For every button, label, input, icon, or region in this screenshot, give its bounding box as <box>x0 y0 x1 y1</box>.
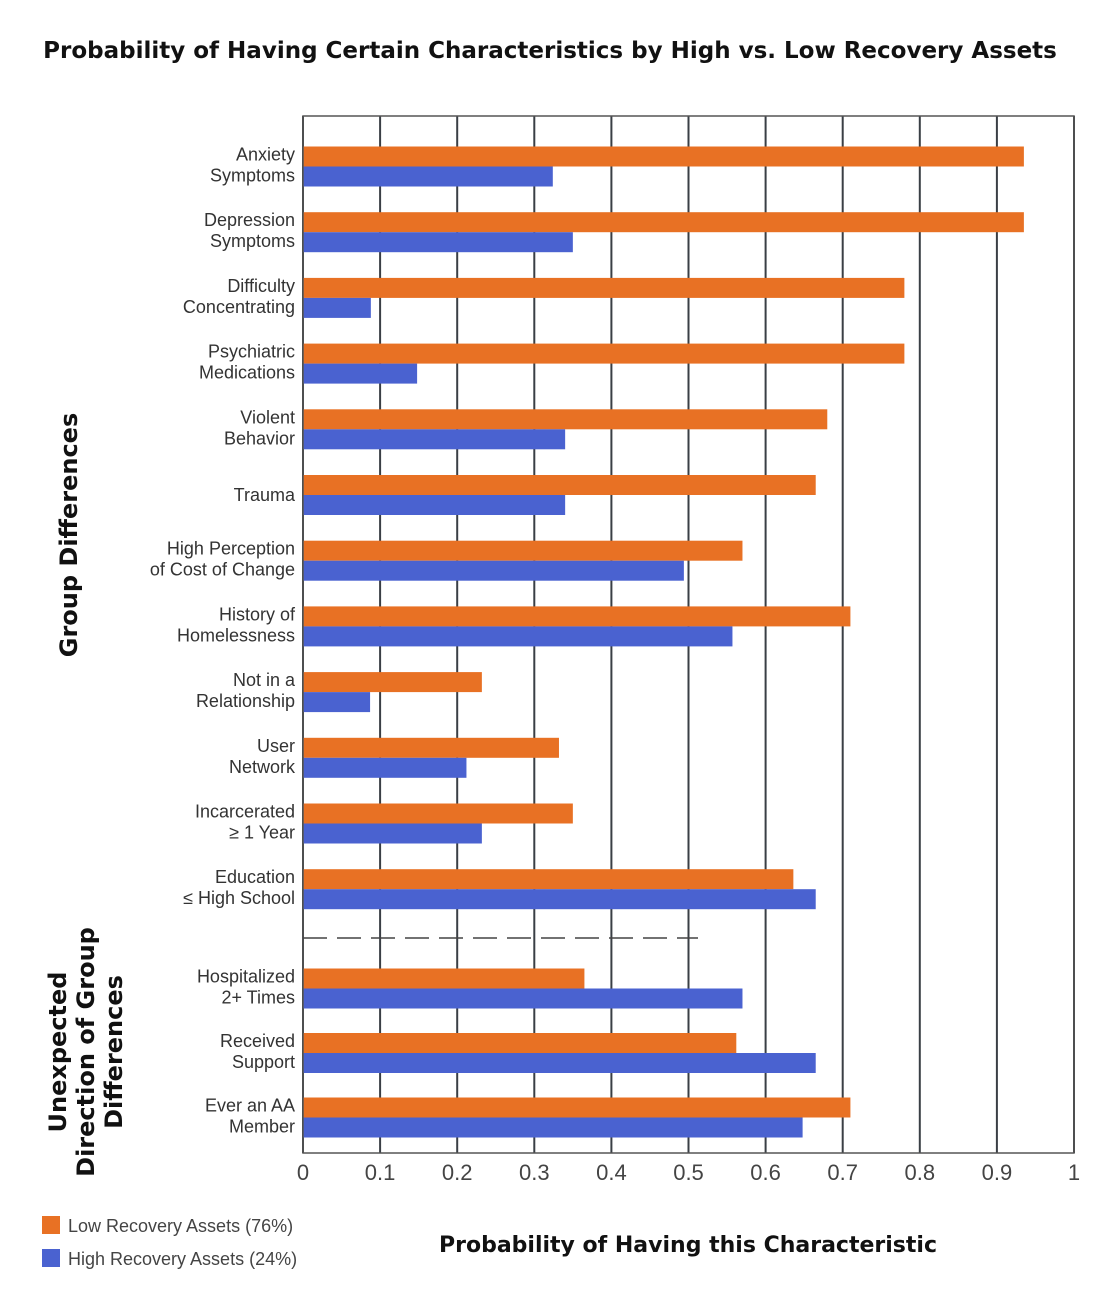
x-tick-label: 0 <box>297 1160 309 1185</box>
category-label: Difficulty <box>227 276 295 296</box>
category-label: Relationship <box>196 691 295 711</box>
bar-low-recovery <box>303 737 559 758</box>
bar-low-recovery <box>303 869 794 890</box>
category-label: Ever an AA <box>205 1096 295 1116</box>
x-tick-label: 0.4 <box>596 1160 627 1185</box>
bar-low-recovery <box>303 1033 737 1053</box>
category-label: High Perception <box>167 539 295 559</box>
x-tick-label: 0.7 <box>827 1160 858 1185</box>
category-label: Psychiatric <box>208 342 295 362</box>
bar-low-recovery <box>303 343 905 364</box>
bar-high-recovery <box>303 560 684 581</box>
category-label: History of <box>219 604 296 624</box>
bar-high-recovery <box>303 988 743 1009</box>
group-labels: Group Differences Unexpected Direction of … <box>44 413 128 1177</box>
x-tick-label: 0.6 <box>750 1160 781 1185</box>
category-label: 2+ Times <box>221 988 295 1008</box>
category-label: Depression <box>204 210 295 230</box>
bar-high-recovery <box>303 626 733 647</box>
legend-label-high: High Recovery Assets (24%) <box>68 1249 297 1269</box>
legend: Low Recovery Assets (76%) High Recovery … <box>42 1216 297 1269</box>
bar-high-recovery <box>303 363 418 384</box>
category-label: Support <box>232 1052 295 1072</box>
bar-high-recovery <box>303 166 553 187</box>
bar-high-recovery <box>303 757 467 778</box>
legend-swatch-high <box>42 1249 60 1267</box>
group-label-unexpected-direction: Differences <box>100 975 128 1129</box>
bar-low-recovery <box>303 672 482 693</box>
x-tick-label: 0.2 <box>442 1160 473 1185</box>
bar-low-recovery <box>303 540 743 561</box>
bar-high-recovery <box>303 889 816 910</box>
bar-high-recovery <box>303 1117 803 1138</box>
x-tick-label: 1 <box>1068 1160 1080 1185</box>
category-label: Symptoms <box>210 231 295 251</box>
x-tick-labels: 0 0.1 0.2 0.3 0.4 0.5 0.6 0.7 0.8 0.9 1 <box>297 1160 1080 1185</box>
category-label: Symptoms <box>210 166 295 186</box>
bar-low-recovery <box>303 475 816 495</box>
bars <box>303 146 1024 1138</box>
category-label: Anxiety <box>236 145 295 165</box>
bar-high-recovery <box>303 232 573 253</box>
bar-low-recovery <box>303 803 573 824</box>
category-label: Behavior <box>224 428 295 448</box>
bar-low-recovery <box>303 1097 851 1118</box>
bar-high-recovery <box>303 823 482 844</box>
chart-title: Probability of Having Certain Characteri… <box>43 38 1057 64</box>
category-label: Member <box>229 1117 295 1137</box>
x-tick-label: 0.3 <box>519 1160 550 1185</box>
legend-label-low: Low Recovery Assets (76%) <box>68 1216 293 1236</box>
x-tick-label: 0.8 <box>905 1160 936 1185</box>
category-label: Homelessness <box>177 625 295 645</box>
category-label: Concentrating <box>183 297 295 317</box>
bar-high-recovery <box>303 1053 816 1073</box>
category-label: ≤ High School <box>183 888 295 908</box>
category-label: Education <box>215 867 295 887</box>
bar-high-recovery <box>303 495 566 515</box>
group-label-unexpected-direction: Unexpected <box>44 972 72 1133</box>
category-label: Hospitalized <box>197 967 295 987</box>
legend-swatch-low <box>42 1216 60 1234</box>
bar-low-recovery <box>303 968 585 989</box>
x-tick-label: 0.1 <box>365 1160 396 1185</box>
category-label: of Cost of Change <box>150 560 295 580</box>
x-axis-label: Probability of Having this Characteristi… <box>439 1233 937 1258</box>
bar-high-recovery <box>303 692 371 713</box>
category-label: Trauma <box>234 485 296 505</box>
category-label: Not in a <box>233 670 296 690</box>
group-label-unexpected-direction: Direction of Group <box>72 927 100 1177</box>
category-label: User <box>257 736 295 756</box>
bar-low-recovery <box>303 212 1024 233</box>
bar-high-recovery <box>303 297 371 318</box>
category-label: Incarcerated <box>195 802 295 822</box>
bar-low-recovery <box>303 409 828 430</box>
category-labels: AnxietySymptomsDepressionSymptomsDifficu… <box>150 145 296 1137</box>
plot-frame <box>302 115 1075 1154</box>
bar-low-recovery <box>303 146 1024 167</box>
category-label: Received <box>220 1031 295 1051</box>
x-tick-label: 0.5 <box>673 1160 704 1185</box>
category-label: Medications <box>199 363 295 383</box>
category-label: Network <box>229 757 296 777</box>
bar-high-recovery <box>303 429 566 450</box>
group-label-group-differences: Group Differences <box>55 413 83 658</box>
category-label: Violent <box>240 407 295 427</box>
bar-low-recovery <box>303 277 905 298</box>
x-tick-label: 0.9 <box>982 1160 1013 1185</box>
category-label: ≥ 1 Year <box>229 823 295 843</box>
bar-low-recovery <box>303 606 851 627</box>
